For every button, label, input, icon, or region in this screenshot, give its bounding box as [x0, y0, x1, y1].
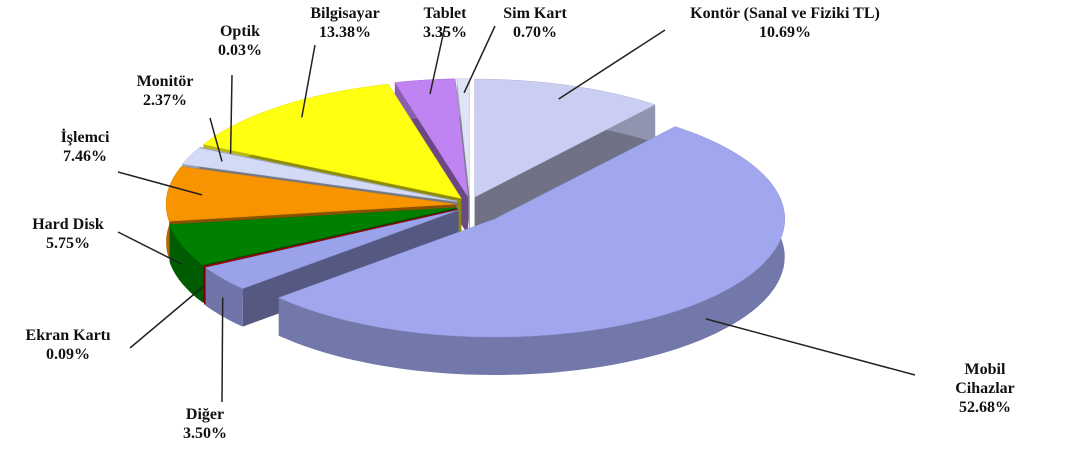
- slice-label: Diğer 3.50%: [183, 405, 227, 443]
- value-label: 0.09%: [45, 346, 90, 363]
- slice-top: [169, 207, 457, 266]
- slice-label: Kontör (Sanal ve Fiziki TL) 10.69%: [660, 4, 910, 42]
- slice-label: Monitör 2.37%: [137, 72, 194, 110]
- value-label: 3.50%: [183, 425, 227, 442]
- leader-line: [463, 25, 496, 94]
- slice-top: [202, 83, 462, 199]
- category-label: Tablet: [423, 5, 467, 22]
- leader-line: [429, 25, 446, 95]
- slice-top: [181, 147, 458, 202]
- category-label: Bilgisayar: [310, 5, 380, 22]
- leader-line: [229, 74, 233, 154]
- slice-top: [456, 78, 470, 197]
- leader-line: [117, 171, 203, 196]
- leader-line: [221, 297, 224, 403]
- slice-label: Hard Disk 5.75%: [32, 215, 104, 253]
- slice-top: [204, 209, 459, 289]
- leader-line: [558, 29, 666, 100]
- category-label: Hard Disk: [32, 216, 104, 233]
- value-label: 3.35%: [423, 24, 467, 41]
- leader-line: [301, 44, 316, 118]
- value-label: 0.03%: [218, 42, 262, 59]
- value-label: 7.46%: [63, 148, 107, 165]
- leader-line: [129, 284, 205, 349]
- slice-side: [205, 209, 459, 306]
- category-label: Ekran Kartı: [25, 327, 111, 344]
- leader-line: [705, 318, 916, 376]
- value-label: 52.68%: [959, 399, 1011, 416]
- slice-label: Bilgisayar 13.38%: [310, 4, 379, 42]
- slice-side: [474, 104, 656, 236]
- pie-slice: [474, 78, 656, 236]
- slice-top: [198, 146, 458, 202]
- slice-label: İşlemci 7.46%: [61, 128, 110, 166]
- slice-label: Optik 0.03%: [218, 22, 262, 60]
- slice-top: [203, 208, 458, 268]
- leader-line: [117, 231, 183, 265]
- slice-label: Sim Kart 0.70%: [503, 4, 567, 42]
- slice-label: Ekran Kartı 0.09%: [26, 326, 111, 364]
- category-label: Kontör (Sanal ve Fiziki TL): [690, 5, 880, 22]
- slice-wall: [205, 267, 243, 327]
- category-label: Diğer: [185, 406, 225, 423]
- slice-top: [394, 78, 469, 197]
- category-label: İşlemci: [60, 129, 110, 146]
- slice-top: [474, 78, 656, 198]
- category-label: Sim Kart: [503, 5, 567, 22]
- value-label: 10.69%: [759, 24, 811, 41]
- category-label: Mobil Cihazlar: [955, 361, 1015, 397]
- slice-wall: [278, 126, 785, 375]
- value-label: 5.75%: [45, 235, 90, 252]
- value-label: 0.70%: [512, 24, 557, 41]
- slice-label: Tablet 3.35%: [423, 4, 467, 42]
- slice-label: Mobil Cihazlar 52.68%: [939, 360, 1031, 417]
- value-label: 2.37%: [143, 92, 187, 109]
- pie-slice: [278, 126, 785, 375]
- category-label: Optik: [219, 23, 260, 40]
- slice-wall: [169, 224, 203, 303]
- slice-top: [278, 126, 785, 338]
- leader-line: [209, 117, 223, 162]
- value-label: 13.38%: [319, 24, 371, 41]
- category-label: Monitör: [136, 73, 194, 90]
- slice-top: [165, 166, 457, 222]
